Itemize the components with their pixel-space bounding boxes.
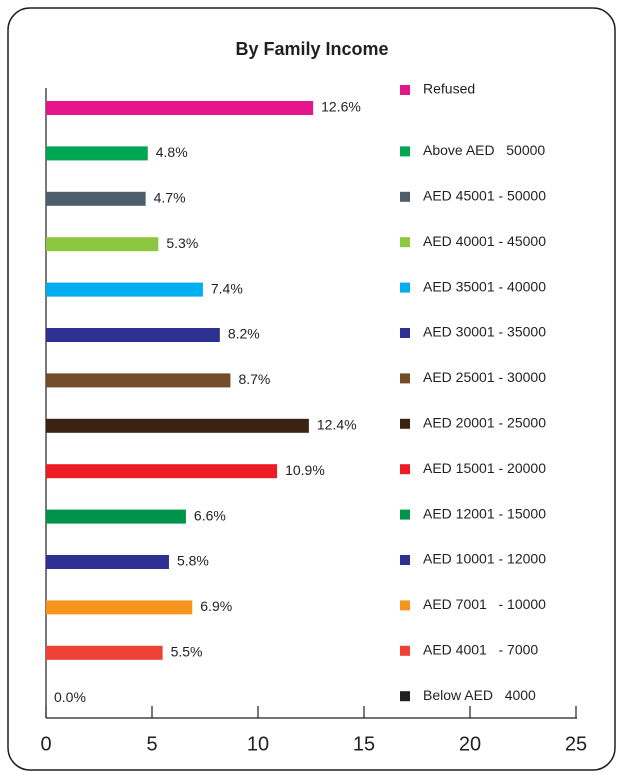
legend-swatch — [400, 85, 410, 95]
legend-swatch — [400, 191, 410, 202]
legend-label: Above AED 50000 — [423, 142, 545, 158]
legend-swatch — [400, 373, 410, 384]
legend-label: AED 10001 - 12000 — [423, 551, 546, 567]
legend-swatch — [400, 600, 410, 611]
legend-swatch — [400, 691, 410, 702]
legend-swatch — [400, 418, 410, 429]
frame — [7, 7, 616, 771]
bar — [46, 237, 159, 252]
legend-label: AED 4001 - 7000 — [423, 642, 538, 658]
legend-label: AED 25001 - 30000 — [423, 369, 546, 385]
value-label: 5.3% — [166, 235, 198, 251]
bar — [46, 645, 163, 660]
legend-swatch — [400, 146, 410, 157]
x-tick-label: 20 — [459, 733, 481, 755]
x-tick-label: 5 — [146, 733, 157, 755]
value-label: 6.9% — [200, 598, 232, 614]
legend-swatch — [400, 509, 410, 520]
legend-label: Refused — [423, 81, 475, 97]
legend-label: AED 7001 - 10000 — [423, 596, 546, 612]
value-label: 7.4% — [211, 280, 243, 296]
bar — [46, 555, 169, 569]
legend-swatch — [400, 237, 410, 248]
value-label: 8.7% — [238, 371, 270, 387]
value-label: 4.7% — [154, 190, 186, 206]
legend-label: AED 15001 - 20000 — [423, 460, 546, 476]
bar — [46, 418, 309, 433]
x-tick-label: 0 — [40, 733, 51, 755]
bar — [46, 328, 220, 342]
bar — [46, 191, 146, 206]
legend-label: AED 40001 - 45000 — [423, 233, 546, 249]
x-tick-label: 25 — [565, 733, 587, 755]
value-label: 0.0% — [54, 689, 86, 705]
bar — [46, 509, 186, 524]
value-label: 10.9% — [285, 462, 325, 478]
value-label: 12.6% — [321, 99, 361, 115]
legend-swatch — [400, 282, 410, 293]
value-label: 12.4% — [317, 417, 357, 433]
bar — [46, 146, 148, 161]
bar — [46, 373, 231, 388]
chart-title: By Family Income — [235, 39, 388, 59]
value-label: 5.8% — [177, 553, 209, 569]
x-tick-label: 15 — [353, 733, 375, 755]
legend-label: AED 20001 - 25000 — [423, 415, 546, 431]
value-label: 5.5% — [171, 644, 203, 660]
x-tick-label: 10 — [247, 733, 269, 755]
legend-swatch — [400, 328, 410, 338]
legend-swatch — [400, 555, 410, 565]
legend-label: AED 12001 - 15000 — [423, 505, 546, 521]
value-label: 4.8% — [156, 144, 188, 160]
legend-label: AED 30001 - 35000 — [423, 324, 546, 340]
bar — [46, 101, 314, 115]
legend-label: AED 35001 - 40000 — [423, 278, 546, 294]
bar — [46, 600, 193, 615]
value-label: 6.6% — [194, 507, 226, 523]
value-label: 8.2% — [228, 326, 260, 342]
legend-label: Below AED 4000 — [423, 687, 536, 703]
legend-swatch — [400, 464, 410, 475]
legend-swatch — [400, 645, 410, 656]
bar — [46, 464, 278, 479]
legend-label: AED 45001 - 50000 — [423, 188, 546, 204]
bar — [46, 282, 203, 297]
